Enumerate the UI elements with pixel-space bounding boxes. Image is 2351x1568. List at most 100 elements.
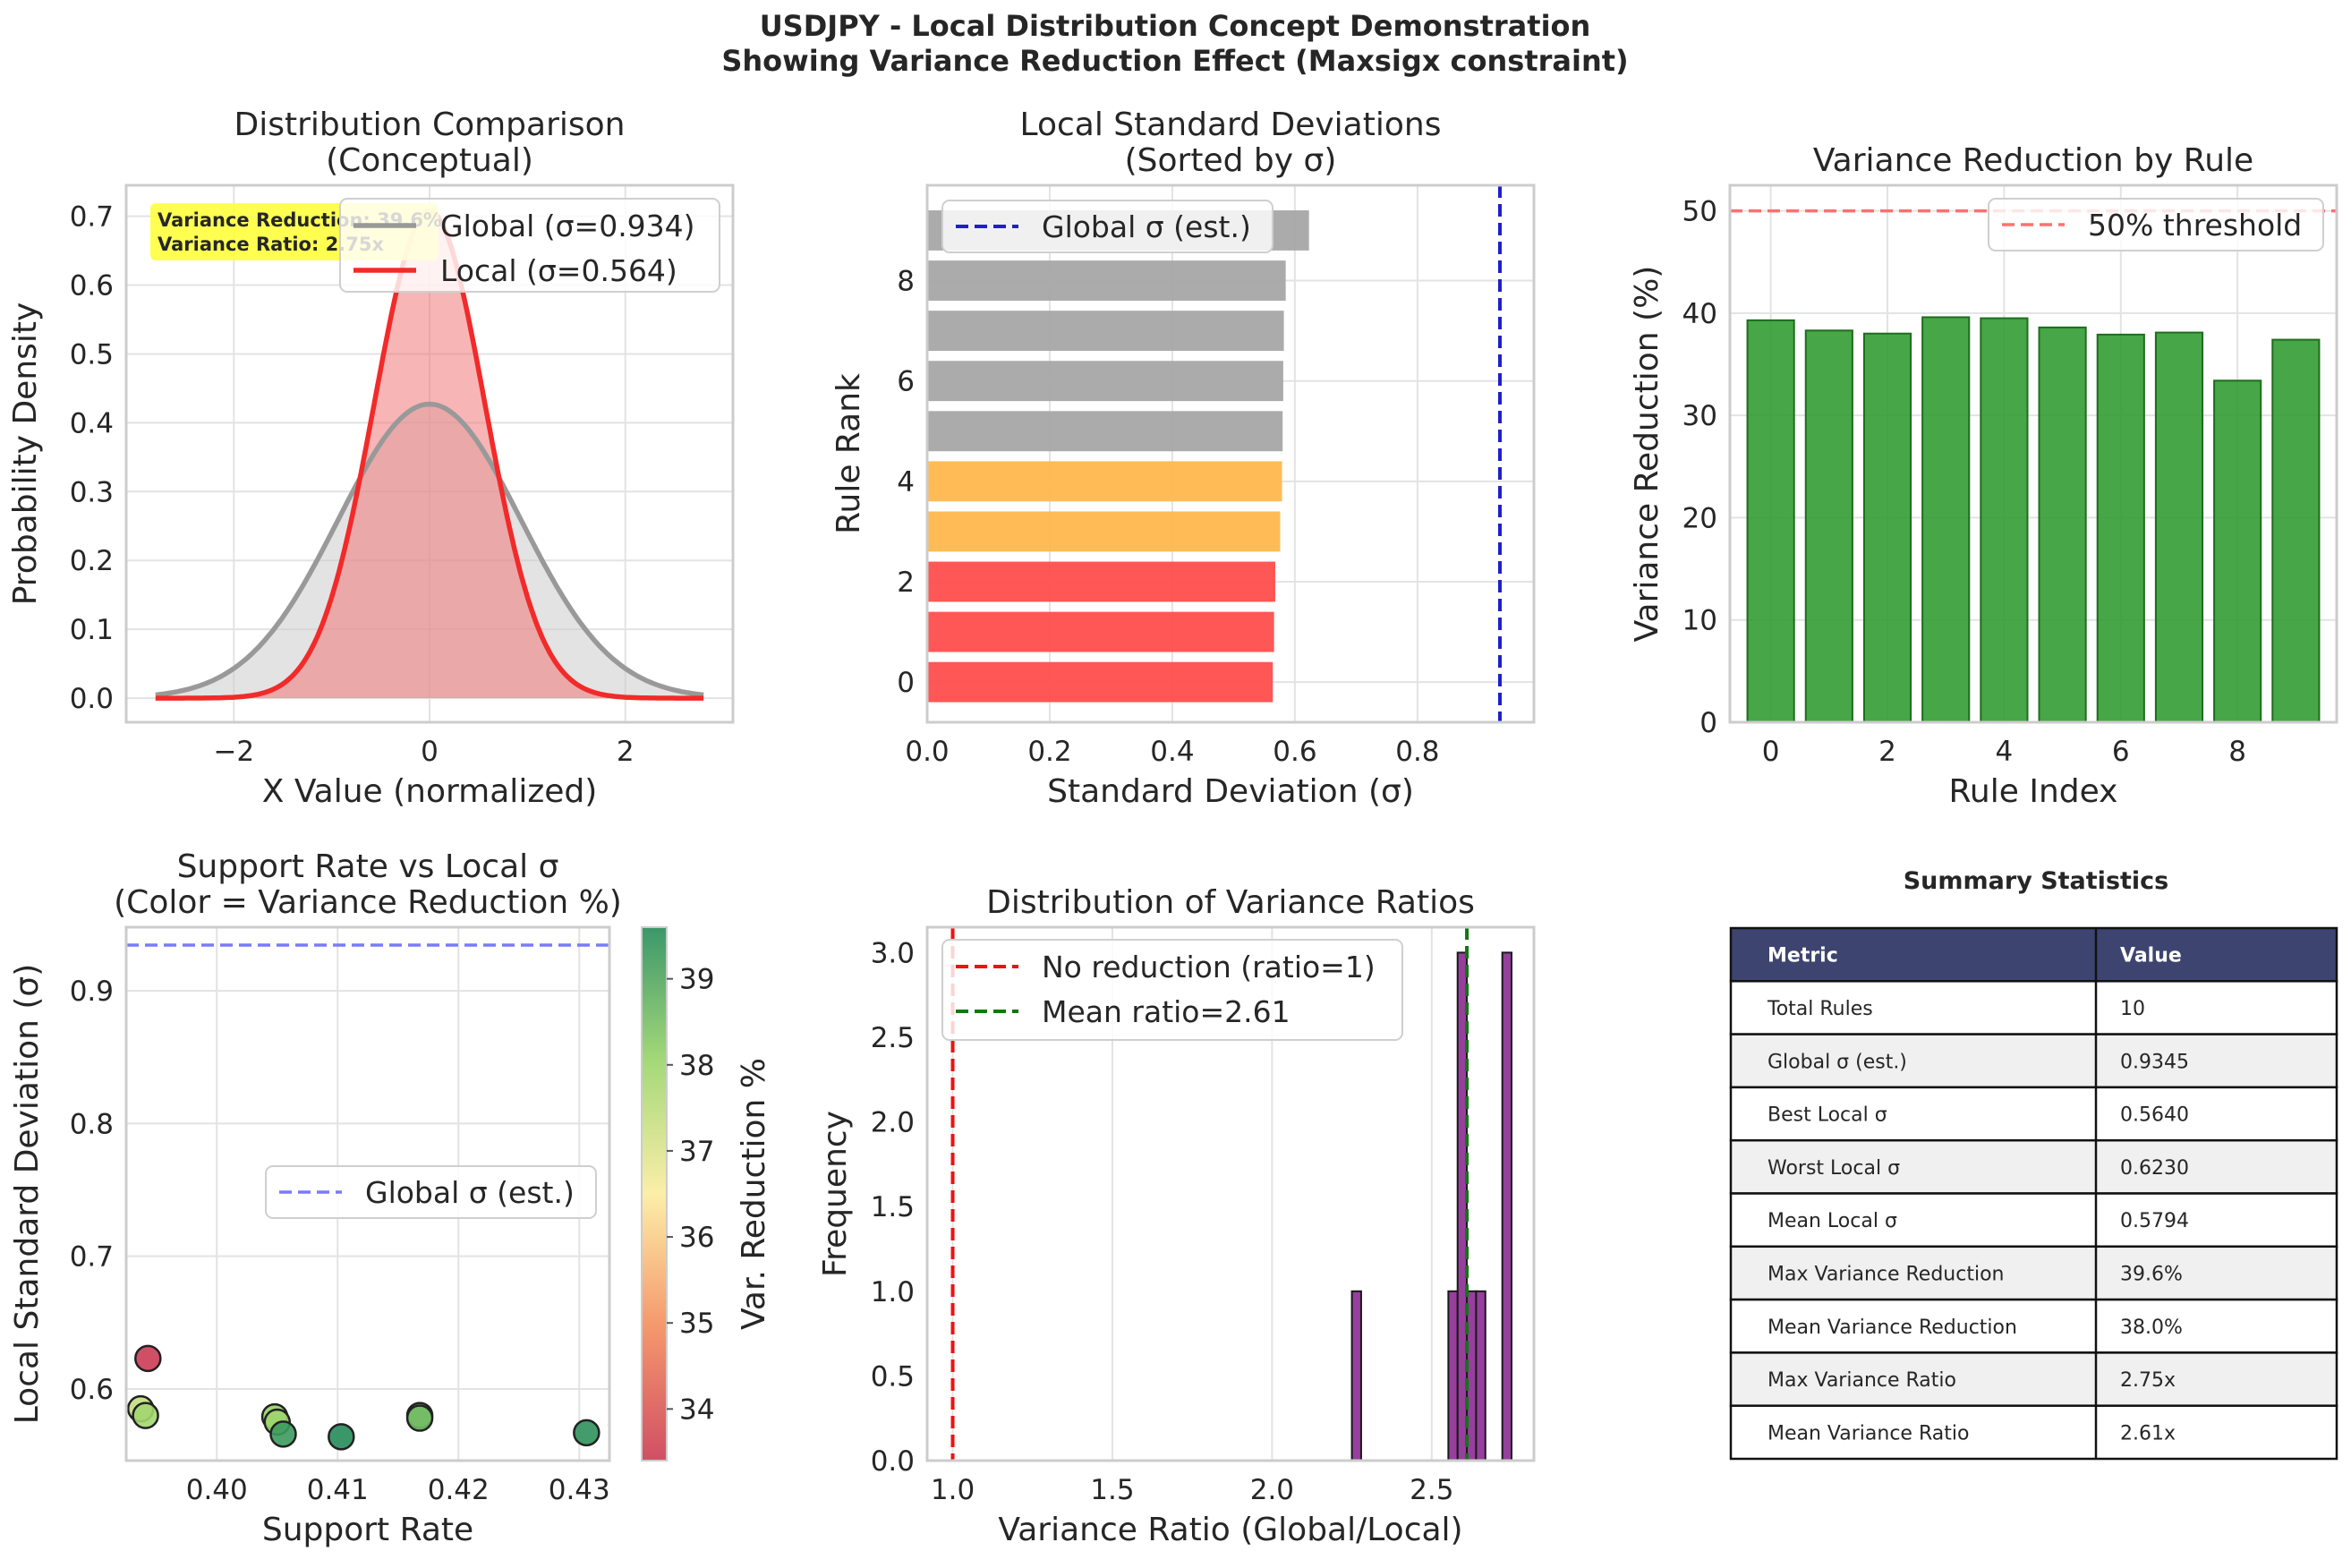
x-tick-label: 0.43 xyxy=(549,1474,610,1506)
table-row xyxy=(1729,1351,2338,1407)
table-cell: 2.61x xyxy=(2120,1422,2176,1444)
scatter-point xyxy=(132,1402,159,1429)
table-cell: 0.5640 xyxy=(2120,1104,2189,1127)
bar xyxy=(1746,319,1795,723)
bar xyxy=(927,611,1274,652)
legend-box xyxy=(941,939,1403,1041)
x-axis-label: X Value (normalized) xyxy=(262,773,598,810)
scatter-point xyxy=(134,1344,162,1373)
panel-title: Distribution Comparison xyxy=(234,107,625,143)
y-tick-label: 0.5 xyxy=(70,338,114,371)
y-tick-label: 1.0 xyxy=(871,1276,915,1308)
plot-frame xyxy=(1728,183,2338,724)
bar xyxy=(1804,329,1853,723)
panel-title: Variance Reduction by Rule xyxy=(1813,142,2253,179)
plot-frame xyxy=(925,183,1536,724)
panel-title: (Color = Variance Reduction %) xyxy=(114,884,622,921)
panel-title: Distribution of Variance Ratios xyxy=(986,884,1475,921)
x-axis-label: Support Rate xyxy=(262,1512,473,1548)
x-tick-label: 6 xyxy=(2112,736,2130,768)
y-tick-label: 1.5 xyxy=(871,1191,915,1223)
x-tick-label: 0.41 xyxy=(307,1474,369,1506)
colorbar-tick-label: 37 xyxy=(679,1136,714,1168)
legend-box xyxy=(941,200,1273,253)
x-axis-label: Variance Ratio (Global/Local) xyxy=(998,1512,1462,1548)
y-axis-label: Local Standard Deviation (σ) xyxy=(9,964,46,1425)
y-tick-label: 0.6 xyxy=(70,270,114,303)
variance-ratio-panel: 1.0 1.5 2.0 2.5 0.0 0.5 1.0 1.5 2.0 2.5 3.0 Varianc… xyxy=(817,884,1536,1548)
table-cell: Mean Local σ xyxy=(1768,1210,1897,1232)
table-cell: Mean Variance Ratio xyxy=(1768,1422,1969,1444)
table-row xyxy=(1729,1192,2338,1248)
y-tick-label: 6 xyxy=(897,366,915,398)
x-tick-label: −2 xyxy=(213,736,254,768)
summary-table-panel: Summary Statistics Metric Value Total Rules… xyxy=(1729,867,2338,1461)
table-cell: Global σ (est.) xyxy=(1768,1051,1907,1073)
x-tick-label: 2.5 xyxy=(1410,1474,1453,1506)
table-cell: 10 xyxy=(2120,998,2145,1020)
table-row xyxy=(1729,1033,2338,1089)
legend-label: Global σ (est.) xyxy=(1042,209,1251,244)
y-tick-label: 2.5 xyxy=(871,1022,915,1054)
table-header-cell: Value xyxy=(2120,945,2182,967)
table-cell: 39.6% xyxy=(2120,1263,2183,1285)
x-tick-label: 8 xyxy=(2228,736,2246,768)
x-tick-label: 0.2 xyxy=(1027,736,1071,768)
y-tick-label: 0.5 xyxy=(871,1360,915,1393)
table-title: Summary Statistics xyxy=(1904,867,2169,895)
colorbar-label: Var. Reduction % xyxy=(736,1058,772,1330)
y-tick-label: 50 xyxy=(1682,196,1717,228)
y-tick-label: 40 xyxy=(1682,298,1717,330)
y-axis-label: Rule Rank xyxy=(831,373,867,534)
colorbar xyxy=(641,926,668,1461)
x-axis-label: Rule Index xyxy=(1949,773,2118,810)
table-cell: Worst Local σ xyxy=(1768,1157,1900,1180)
table-header xyxy=(1729,926,2338,983)
colorbar-tick-label: 35 xyxy=(679,1308,714,1340)
y-tick-label: 0.7 xyxy=(70,201,114,234)
legend-box xyxy=(339,198,720,293)
bar xyxy=(2271,338,2321,723)
y-tick-label: 0.9 xyxy=(70,976,114,1008)
bar xyxy=(927,661,1273,703)
legend-label: No reduction (ratio=1) xyxy=(1042,950,1376,984)
table-row xyxy=(1729,1138,2338,1195)
colorbar-tick-label: 38 xyxy=(679,1050,714,1082)
table-cell: 38.0% xyxy=(2120,1317,2183,1339)
scatter-point xyxy=(573,1419,601,1447)
table-cell: 0.6230 xyxy=(2120,1157,2189,1180)
y-tick-label: 3.0 xyxy=(871,937,915,969)
y-axis-label: Probability Density xyxy=(7,303,44,606)
y-tick-label: 0.3 xyxy=(70,476,114,508)
table-cell: Mean Variance Reduction xyxy=(1768,1317,2017,1339)
panel-title: Local Standard Deviations xyxy=(1020,107,1442,143)
bar xyxy=(1862,332,1912,723)
scatter-point xyxy=(405,1404,434,1432)
scatter-point xyxy=(269,1420,297,1448)
table-cell: Max Variance Reduction xyxy=(1768,1263,2004,1285)
support-rate-panel: 0.40 0.41 0.42 0.43 0.6 0.7 0.8 0.9 Support Rate… xyxy=(9,848,772,1548)
bar xyxy=(927,411,1283,452)
y-tick-label: 2.0 xyxy=(871,1107,915,1139)
table-cell: 0.9345 xyxy=(2120,1051,2189,1073)
panel-title: (Sorted by σ) xyxy=(1125,142,1337,179)
x-tick-label: 0.42 xyxy=(428,1474,490,1506)
x-tick-label: 0.0 xyxy=(905,736,949,768)
y-tick-label: 10 xyxy=(1682,605,1717,637)
table-cell: 2.75x xyxy=(2120,1369,2176,1392)
x-tick-label: 1.5 xyxy=(1090,1474,1134,1506)
x-tick-label: 0.40 xyxy=(186,1474,248,1506)
x-tick-label: 2 xyxy=(1878,736,1896,768)
y-tick-label: 0.0 xyxy=(70,683,114,715)
y-tick-label: 2 xyxy=(897,567,915,599)
table-cell: Best Local σ xyxy=(1768,1104,1887,1127)
histogram-bar xyxy=(1447,1290,1459,1462)
local-std-panel: 0.0 0.2 0.4 0.6 0.8 0 2 4 6 8 Standard Deviation (… xyxy=(831,107,1536,810)
legend-label: 50% threshold xyxy=(2088,208,2302,243)
legend-label: Global σ (est.) xyxy=(365,1175,575,1210)
legend-label: Local (σ=0.564) xyxy=(440,253,677,288)
legend-box xyxy=(1988,198,2324,251)
bar xyxy=(2096,333,2145,723)
x-tick-label: 0.8 xyxy=(1395,736,1439,768)
